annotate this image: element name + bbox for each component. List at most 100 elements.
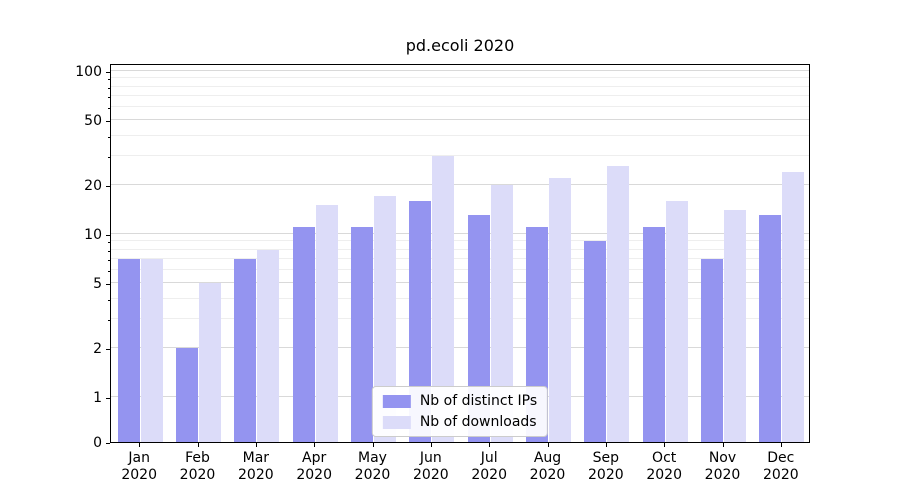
y-tick-label-10: 10 (84, 227, 102, 243)
bar-distinct-ips-sep (584, 241, 607, 442)
bar-downloads-jun (432, 156, 455, 442)
bar-distinct-ips-mar (234, 259, 257, 442)
y-tickmark-0 (106, 443, 110, 444)
gridline-minor-7 (111, 258, 809, 260)
gridline-minor-4 (111, 297, 809, 299)
y-tick-label-0: 0 (93, 435, 102, 451)
x-tick-label-aug: Aug 2020 (529, 450, 566, 483)
x-tick-label-jan: Jan 2020 (121, 450, 157, 483)
x-tickmark-nov (722, 443, 724, 447)
bar-downloads-dec (782, 172, 805, 442)
y-tickmark-100 (106, 72, 110, 73)
x-tickmark-jun (430, 443, 432, 447)
y-tickmark-10 (106, 235, 110, 236)
gridline-2 (111, 346, 809, 348)
bar-distinct-ips-apr (292, 227, 315, 442)
legend-label-distinct-ips: Nb of distinct IPs (419, 393, 538, 409)
x-tick-label-jun: Jun 2020 (413, 450, 449, 483)
gridline-minor-70 (111, 95, 809, 97)
x-tickmark-apr (314, 443, 316, 447)
bars-layer (111, 65, 809, 442)
legend-label-downloads: Nb of downloads (419, 414, 537, 430)
y-tick-label-5: 5 (93, 276, 102, 293)
bar-downloads-aug (549, 178, 571, 442)
x-tick-label-feb: Feb 2020 (179, 450, 216, 483)
gridline-minor-60 (111, 106, 809, 108)
y-minor-tickmark-60 (108, 108, 110, 110)
y-minor-tickmark-70 (108, 97, 110, 99)
bar-downloads-jul (490, 184, 513, 442)
x-tickmark-mar (255, 443, 257, 447)
x-tick-label-sep: Sep 2020 (588, 450, 624, 483)
y-minor-tickmark-40 (108, 136, 110, 138)
x-tickmark-feb (197, 443, 199, 447)
y-tickmark-20 (106, 185, 110, 187)
y-tick-label-1: 1 (93, 390, 102, 406)
bar-distinct-ips-nov (701, 259, 723, 442)
y-tickmark-50 (106, 121, 110, 123)
gridline-5 (111, 282, 809, 284)
bar-downloads-may (374, 196, 396, 442)
gridline-20 (111, 183, 809, 185)
y-minor-tickmark-30 (108, 157, 110, 159)
x-tick-label-may: May 2020 (354, 450, 391, 483)
legend-swatch-distinct-ips (382, 394, 411, 408)
bar-downloads-jan (140, 259, 163, 442)
y-minor-tickmark-90 (108, 79, 110, 81)
bar-distinct-ips-jul (467, 215, 490, 442)
gridline-minor-80 (111, 85, 809, 87)
y-minor-tickmark-7 (108, 260, 110, 262)
gridline-minor-3 (111, 318, 809, 320)
x-tick-label-jul: Jul 2020 (471, 450, 507, 483)
gridline-minor-90 (111, 77, 809, 79)
y-minor-tickmark-9 (108, 242, 110, 244)
bar-distinct-ips-jun (409, 200, 432, 442)
x-tick-label-dec: Dec 2020 (763, 450, 799, 483)
gridline-10 (111, 233, 809, 234)
gridline-minor-30 (111, 155, 809, 157)
gridline-minor-6 (111, 269, 809, 271)
bar-distinct-ips-may (351, 227, 373, 442)
y-tick-label-20: 20 (84, 177, 102, 194)
bar-distinct-ips-feb (176, 347, 198, 442)
y-minor-tickmark-3 (108, 320, 110, 322)
x-tick-label-mar: Mar 2020 (238, 450, 274, 483)
x-tickmark-aug (547, 443, 549, 447)
bar-downloads-feb (199, 283, 221, 442)
bar-downloads-mar (257, 249, 280, 442)
chart-title: pd.ecoli 2020 (405, 36, 515, 55)
gridline-minor-8 (111, 248, 809, 250)
y-tick-label-100: 100 (75, 64, 102, 80)
y-axis-labels: 0 1 2 5 10 20 50 100 (0, 64, 110, 451)
x-tick-label-apr: Apr 2020 (296, 450, 332, 483)
bar-distinct-ips-dec (759, 215, 782, 442)
x-tickmark-sep (605, 443, 607, 447)
y-tickmark-1 (106, 398, 110, 399)
y-minor-tickmark-80 (108, 87, 110, 89)
y-tickmark-2 (106, 348, 110, 350)
x-tickmark-jul (489, 443, 491, 447)
bar-downloads-nov (724, 210, 746, 442)
plot-area: Nb of distinct IPs Nb of downloads (110, 64, 810, 443)
x-tickmark-oct (664, 443, 666, 447)
y-tick-label-2: 2 (93, 340, 102, 357)
bar-downloads-sep (607, 166, 630, 442)
y-tickmark-5 (106, 284, 110, 286)
bar-distinct-ips-oct (642, 227, 665, 442)
y-minor-tickmark-8 (108, 250, 110, 252)
x-tick-label-nov: Nov 2020 (704, 450, 741, 483)
gridline-minor-9 (111, 240, 809, 242)
bar-distinct-ips-jan (117, 259, 140, 442)
gridline-minor-40 (111, 134, 809, 136)
y-minor-tickmark-6 (108, 271, 110, 273)
y-tick-label-50: 50 (84, 113, 102, 130)
legend-item-distinct-ips: Nb of distinct IPs (382, 393, 538, 409)
legend-swatch-downloads (382, 415, 411, 429)
legend-item-downloads: Nb of downloads (382, 414, 537, 430)
x-tickmark-may (372, 443, 374, 447)
bar-downloads-apr (315, 205, 338, 442)
x-tickmark-dec (780, 443, 782, 447)
x-tick-label-oct: Oct 2020 (646, 450, 682, 483)
gridline-50 (111, 119, 809, 121)
